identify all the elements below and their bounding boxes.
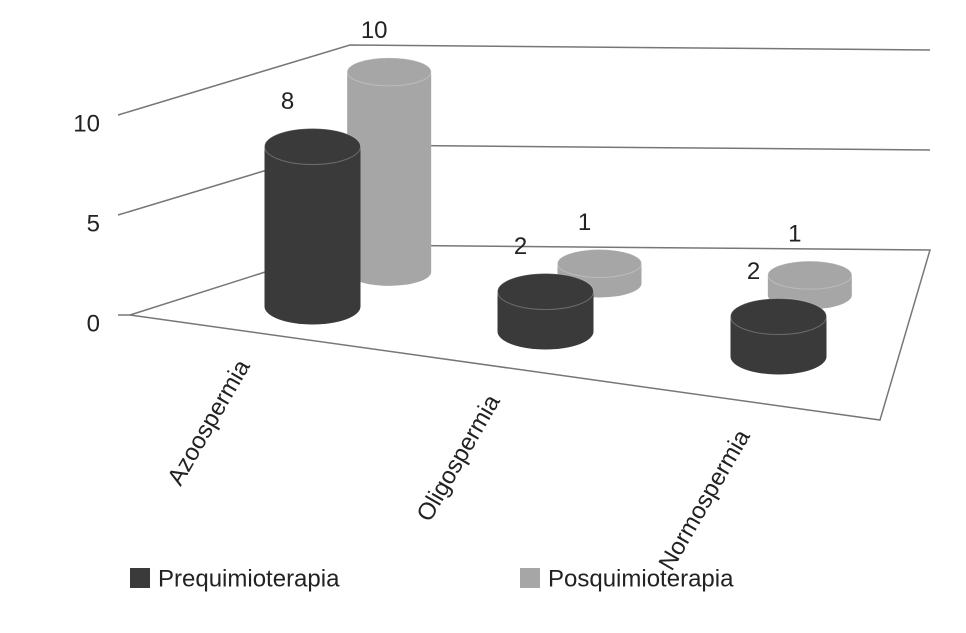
x-tick-label: Normospermia [654,425,756,575]
data-label: 1 [788,221,801,248]
cylinder [346,57,432,286]
data-label: 8 [281,88,294,115]
grid-line [117,44,931,116]
cylinder [497,273,594,350]
data-label: 2 [747,258,760,285]
cylinder-body [347,71,432,286]
cylinder-top [497,273,594,310]
y-tick-label: 5 [87,210,100,237]
y-tick-label: 0 [87,310,100,337]
data-label: 2 [514,233,527,260]
cylinder-top [730,298,827,335]
y-tick-label: 10 [73,110,100,137]
legend-swatch [520,568,540,588]
x-tick-label: Oligospermia [412,390,506,527]
legend-swatch [130,568,150,588]
cylinder-top [346,57,432,87]
cylinder [264,128,361,325]
legend-label: Posquimioterapia [548,565,734,592]
cylinder-top [767,260,853,290]
cylinder [730,298,827,375]
data-label: 10 [361,17,388,44]
x-tick-label: Azoospermia [162,355,256,490]
cylinder-top [557,249,642,278]
data-label: 1 [578,209,591,236]
legend-label: Prequimioterapia [158,565,340,592]
grid-line [117,144,931,216]
cylinder-top [264,128,361,165]
cylinder-body [264,146,361,325]
